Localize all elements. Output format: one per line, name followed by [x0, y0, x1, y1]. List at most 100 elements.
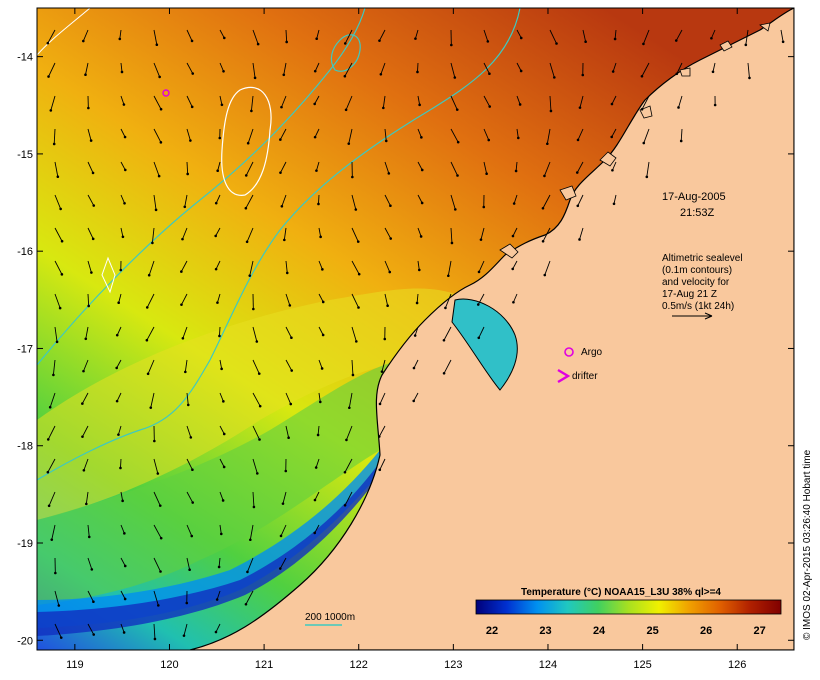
velocity-vector	[281, 95, 287, 108]
velocity-vector-head	[246, 570, 249, 574]
velocity-vector	[450, 128, 459, 143]
velocity-vector-head	[119, 466, 122, 470]
velocity-vector	[417, 161, 423, 171]
velocity-vector	[51, 524, 56, 540]
velocity-vector-head	[91, 237, 95, 241]
velocity-vector-head	[389, 204, 392, 208]
velocity-vector	[417, 62, 419, 73]
velocity-vector	[182, 326, 188, 339]
sealevel-contour-nw	[37, 8, 91, 56]
velocity-vector-head	[378, 468, 382, 472]
velocity-vector	[153, 128, 162, 143]
lon-tick-label: 120	[160, 659, 178, 671]
velocity-vector-head	[283, 238, 286, 242]
velocity-vector-head	[256, 472, 259, 475]
velocity-vector	[344, 62, 353, 77]
velocity-vector-head	[512, 202, 516, 205]
velocity-vector	[250, 95, 254, 111]
velocity-vector	[83, 458, 89, 471]
velocity-vector	[544, 161, 551, 177]
annotation-altimetry-4: 17-Aug 21 Z	[662, 289, 717, 300]
coastal-islands	[499, 22, 771, 259]
annotation-altimetry-1: Altimetric sealevel	[662, 253, 743, 264]
velocity-vector-head	[748, 76, 751, 80]
velocity-vector-head	[576, 204, 580, 208]
velocity-vector	[318, 227, 322, 237]
lat-tick-label: -15	[17, 149, 33, 161]
velocity-vector	[246, 227, 254, 242]
velocity-vector	[512, 260, 518, 270]
velocity-vector	[186, 392, 189, 405]
velocity-vector	[153, 524, 162, 539]
velocity-vector-head	[575, 171, 579, 174]
velocity-vector-head	[182, 634, 186, 637]
velocity-vector-head	[287, 436, 290, 440]
velocity-vector	[81, 392, 89, 404]
velocity-vector-head	[388, 270, 392, 274]
velocity-vector	[577, 128, 584, 141]
velocity-vector-head	[117, 301, 120, 304]
velocity-vector-head	[215, 598, 219, 601]
velocity-vector	[316, 29, 320, 39]
velocity-vector-head	[253, 76, 257, 80]
velocity-vector	[153, 491, 161, 506]
sealevel-contour-small	[101, 256, 116, 294]
velocity-vector-head	[214, 630, 218, 634]
velocity-vector-head	[486, 40, 490, 43]
velocity-vector	[318, 260, 323, 270]
velocity-vector	[83, 359, 89, 372]
velocity-vector	[314, 62, 320, 72]
velocity-vector	[483, 128, 490, 141]
velocity-vector-head	[679, 139, 683, 143]
velocity-vector-head	[222, 432, 226, 436]
velocity-vector-head	[189, 139, 192, 142]
velocity-vector	[181, 293, 188, 305]
velocity-vector	[247, 557, 254, 573]
velocity-vector	[612, 62, 617, 72]
lon-tick-label: 122	[350, 659, 368, 671]
velocity-vector	[280, 161, 287, 173]
velocity-vector	[216, 590, 221, 600]
velocity-vector	[186, 425, 192, 438]
velocity-vector-head	[222, 400, 225, 403]
velocity-vector	[348, 392, 353, 408]
velocity-vector-head	[219, 532, 223, 536]
velocity-vector-head	[453, 76, 457, 79]
velocity-vector	[153, 194, 157, 210]
velocity-vector	[380, 62, 386, 75]
velocity-vector-head	[611, 70, 615, 73]
lat-tick-label: -19	[17, 538, 33, 550]
velocity-vector	[549, 29, 557, 44]
velocity-vector	[478, 326, 485, 338]
velocity-vector	[87, 128, 92, 141]
velocity-vector-head	[92, 204, 96, 207]
velocity-vector-head	[153, 439, 156, 443]
velocity-vector-head	[319, 235, 322, 239]
velocity-vector	[351, 227, 359, 242]
velocity-vector-head	[416, 70, 419, 74]
velocity-vector-head	[217, 565, 221, 569]
velocity-vector-head	[514, 169, 518, 173]
velocity-vector	[183, 623, 188, 636]
velocity-vector	[549, 95, 552, 111]
velocity-vector	[546, 128, 551, 144]
velocity-vector	[447, 260, 452, 276]
velocity-vector-head	[180, 270, 183, 273]
velocity-vector	[351, 194, 357, 210]
velocity-vector-head	[418, 103, 421, 107]
velocity-vector-head	[454, 208, 457, 211]
lon-tick-label: 124	[539, 659, 557, 671]
velocity-vector	[54, 623, 62, 638]
velocity-vector	[52, 359, 56, 375]
velocity-vector	[50, 95, 56, 111]
velocity-vector	[378, 425, 386, 437]
velocity-vector	[478, 260, 485, 273]
velocity-vector	[252, 425, 260, 440]
velocity-vector-head	[58, 306, 62, 310]
velocity-vector	[252, 392, 261, 407]
velocity-vector-head	[90, 568, 94, 571]
velocity-vector	[417, 260, 420, 270]
velocity-scale-arrow	[672, 312, 713, 320]
velocity-vector-head	[249, 538, 252, 542]
velocity-vector	[582, 29, 587, 42]
